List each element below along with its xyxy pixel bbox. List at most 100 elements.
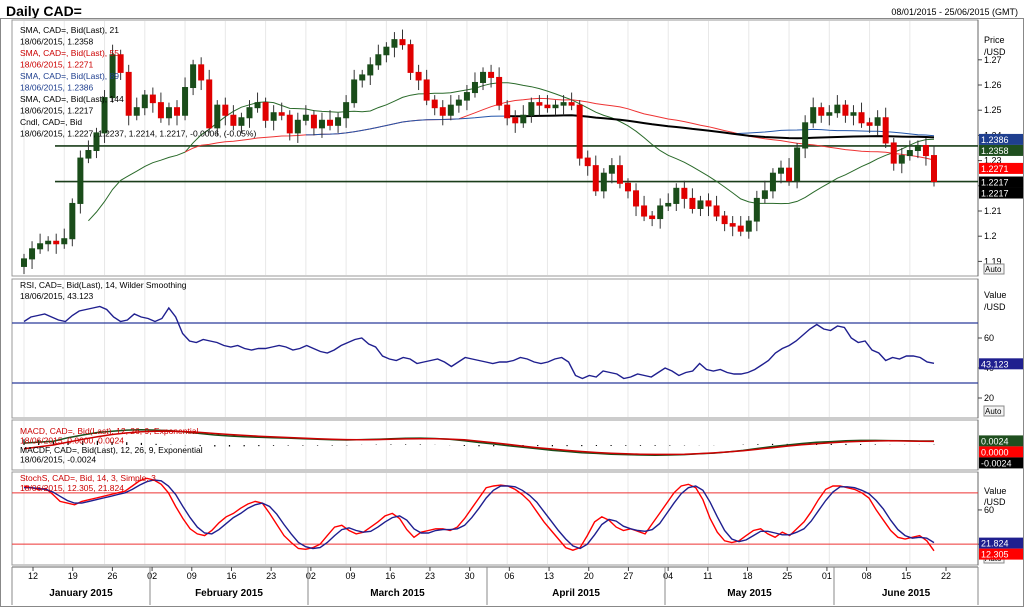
x-tick-label: 12 — [28, 571, 38, 581]
candle-body — [480, 71, 487, 83]
candle-body — [37, 243, 44, 250]
candle-body — [61, 238, 68, 245]
candle-body — [882, 117, 889, 144]
candle-body — [141, 94, 148, 109]
candle-body — [85, 150, 92, 159]
price-axis-unit: /USD — [984, 47, 1006, 57]
candle-body — [592, 165, 599, 192]
legend-entry-0-8: Cndl, CAD=, Bid — [20, 117, 82, 127]
value-tag-3-0 — [979, 537, 1023, 549]
candle-body — [262, 102, 269, 121]
candle-body — [794, 147, 801, 182]
candle-body — [45, 240, 52, 245]
rsi-tick-label: 60 — [984, 333, 994, 343]
candle-body — [512, 117, 519, 124]
candle-body — [375, 54, 382, 66]
month-label: April 2015 — [552, 588, 600, 599]
candle-body — [697, 200, 704, 209]
candle-body — [182, 87, 189, 116]
x-tick-label: 09 — [187, 571, 197, 581]
x-tick-label: 27 — [623, 571, 633, 581]
x-tick-label: 23 — [425, 571, 435, 581]
legend-entry-0-5: 18/06/2015, 1.2386 — [20, 83, 94, 93]
stoch-k-line — [23, 477, 935, 552]
legend-entry-3-1: 18/06/2015, 12.305, 21.824 — [20, 483, 124, 493]
candle-body — [608, 165, 615, 174]
candle-body — [818, 107, 825, 116]
rsi-axis-unit: /USD — [984, 302, 1006, 312]
rsi-tick-label: 20 — [984, 393, 994, 403]
candle-body — [641, 205, 648, 217]
candle-body — [206, 79, 213, 129]
auto-button-0[interactable] — [983, 263, 1005, 275]
value-tag-label: 1.2217 — [981, 178, 1009, 188]
x-tick-label: 02 — [306, 571, 316, 581]
value-tag-0-0 — [979, 133, 1023, 145]
x-tick-label: 01 — [822, 571, 832, 581]
candle-body — [673, 187, 680, 204]
candle-body — [753, 197, 760, 222]
candle-body — [399, 39, 406, 46]
candle-body — [109, 54, 116, 99]
candle-body — [689, 197, 696, 209]
candle-body — [745, 220, 752, 232]
value-tag-0-1 — [979, 144, 1023, 156]
candle-body — [343, 102, 350, 119]
candle-body — [471, 81, 478, 94]
candle-body — [101, 97, 108, 134]
candle-body — [93, 132, 100, 152]
candle-body — [649, 215, 656, 220]
panel-frame-3 — [11, 471, 979, 566]
candle-body — [866, 122, 873, 126]
value-tag-label: 21.824 — [981, 539, 1009, 549]
candle-body — [463, 92, 470, 101]
candle-body — [278, 112, 285, 116]
price-tick-label: 1.23 — [984, 156, 1002, 166]
candle-body — [834, 104, 841, 114]
candle-body — [238, 117, 245, 126]
month-label: March 2015 — [370, 588, 425, 599]
legend-entry-2-1: 18/06/2015, 0.0000, 0.0024 — [20, 436, 124, 446]
candle-body — [576, 104, 583, 159]
candle-body — [729, 223, 736, 227]
value-tag-label: -0.0024 — [981, 458, 1012, 468]
candle-body — [439, 107, 446, 116]
x-tick-label: 11 — [703, 571, 712, 581]
x-tick-label: 25 — [782, 571, 792, 581]
candle-body — [133, 107, 140, 116]
candle-body — [423, 79, 430, 101]
candle-body — [616, 165, 623, 184]
candle-body — [157, 102, 164, 119]
candle-body — [858, 112, 865, 124]
candle-body — [665, 202, 672, 207]
candle-body — [367, 64, 374, 76]
stoch-axis-unit: /USD — [984, 497, 1006, 507]
auto-button-1[interactable] — [983, 405, 1005, 417]
stoch-axis-header: Value — [984, 486, 1006, 496]
candle-body — [584, 157, 591, 167]
candle-body — [552, 104, 559, 109]
legend-entry-1-1: 18/06/2015, 43.123 — [20, 291, 94, 301]
chart-title: Daily CAD= — [6, 3, 82, 19]
stoch-d-line — [24, 479, 935, 550]
candle-body — [415, 71, 422, 81]
candle-body — [286, 114, 293, 134]
candle-body — [713, 205, 720, 217]
candle-body — [174, 107, 181, 116]
legend-entry-0-7: 18/06/2015, 1.2217 — [20, 106, 94, 116]
candle-body — [874, 117, 881, 126]
candle-body — [77, 157, 84, 204]
date-range: 08/01/2015 - 25/06/2015 (GMT) — [891, 7, 1018, 17]
candle-body — [310, 114, 317, 129]
candle-body — [850, 112, 857, 116]
legend-entry-0-3: 18/06/2015, 1.2271 — [20, 60, 94, 70]
candle-body — [29, 248, 36, 260]
candle-body — [302, 114, 309, 121]
candle-body — [359, 74, 366, 81]
legend-entry-0-2: SMA, CAD=, Bid(Last), 55 — [20, 48, 119, 58]
legend-entry-0-4: SMA, CAD=, Bid(Last), 89 — [20, 71, 119, 81]
value-tag-3-1 — [979, 548, 1023, 560]
value-tag-0-3 — [979, 176, 1023, 188]
candle-body — [826, 112, 833, 116]
